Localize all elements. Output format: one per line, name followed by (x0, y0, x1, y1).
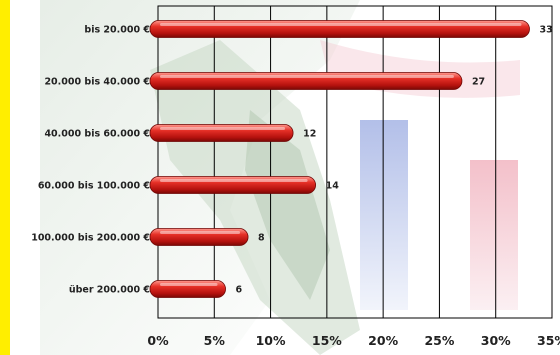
value-label: 12 (303, 129, 316, 140)
plot-frame (157, 5, 553, 319)
category-labels: bis 20.000 € 20.000 bis 40.000 € 40.000 bi… (31, 25, 150, 296)
category-label: bis 20.000 € (84, 25, 150, 36)
bar-highlight (160, 231, 241, 234)
category-label: über 200.000 € (69, 285, 150, 296)
x-tick-label: 20% (368, 333, 398, 348)
bar (149, 228, 249, 246)
bars (149, 20, 530, 298)
x-tick-label: 5% (204, 333, 226, 348)
bar (149, 20, 530, 38)
value-labels: 33 27 12 14 8 6 (236, 25, 553, 296)
plot-border (157, 5, 553, 319)
bar (149, 124, 294, 142)
bar (149, 280, 226, 298)
category-label: 60.000 bis 100.000 € (38, 181, 150, 192)
bar-highlight (160, 23, 522, 26)
gridlines (213, 6, 497, 318)
x-tick-label: 15% (312, 333, 342, 348)
bar (149, 72, 463, 90)
x-tick-label: 10% (256, 333, 286, 348)
x-axis-ticks: 0% 5% 10% 15% 20% 25% 30% 35% (147, 333, 560, 348)
bar (149, 176, 317, 194)
bar-highlight (160, 179, 308, 182)
category-label: 100.000 bis 200.000 € (31, 233, 150, 244)
bar-highlight (160, 283, 218, 286)
x-tick-label: 35% (537, 333, 560, 348)
bar-highlight (160, 75, 454, 78)
value-label: 33 (539, 25, 552, 36)
category-label: 20.000 bis 40.000 € (44, 77, 150, 88)
x-tick-label: 0% (147, 333, 169, 348)
value-label: 6 (236, 285, 243, 296)
x-tick-label: 30% (481, 333, 511, 348)
value-label: 14 (326, 181, 340, 192)
category-label: 40.000 bis 60.000 € (44, 129, 150, 140)
value-label: 8 (258, 233, 265, 244)
value-label: 27 (472, 77, 485, 88)
bar-highlight (160, 127, 286, 130)
x-tick-label: 25% (424, 333, 454, 348)
